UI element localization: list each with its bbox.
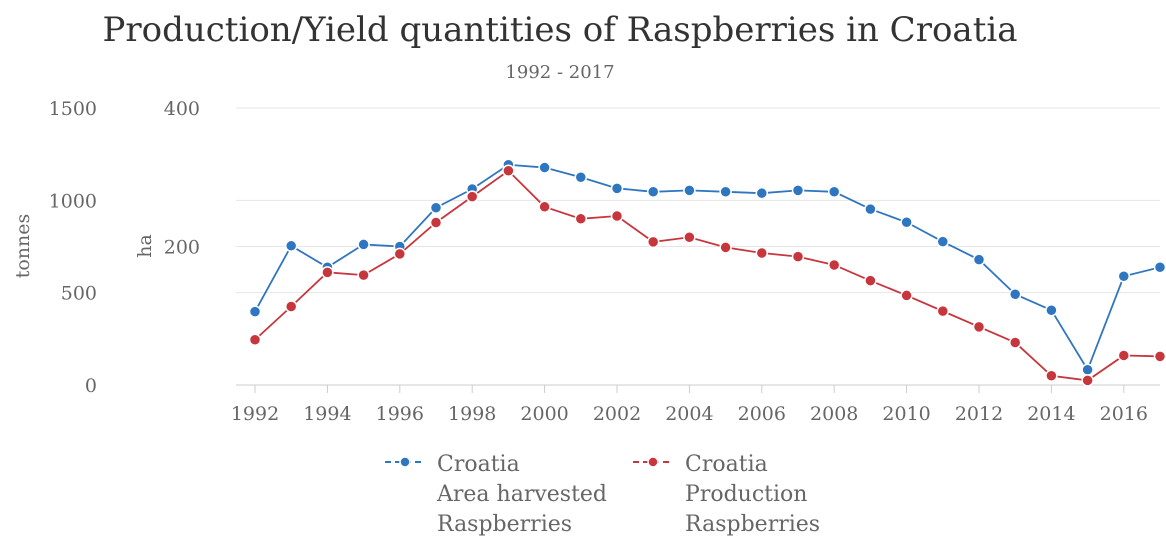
series-point-0-2005 <box>719 185 732 199</box>
series-point-1-1995 <box>357 268 370 282</box>
series-point-0-2000 <box>538 161 551 174</box>
series-point-1-2016 <box>1117 349 1131 362</box>
series-point-1-2000 <box>538 200 551 214</box>
legend-line: Production <box>685 482 808 507</box>
series-point-0-2004 <box>683 184 696 197</box>
series-point-1-2011 <box>936 304 950 318</box>
series-point-0-2012 <box>972 253 986 266</box>
series-point-0-2016 <box>1117 270 1131 283</box>
series-point-1-1992 <box>248 333 262 347</box>
x-axis-ticks: 1992 1994 1996 1998 2000 2002 2004 2006 2008 2010… <box>231 385 1148 425</box>
series-point-0-2011 <box>936 235 950 248</box>
series-point-0-2008 <box>827 185 841 199</box>
series-point-1-1994 <box>321 266 334 279</box>
series-point-1-1996 <box>393 247 407 261</box>
y-ha-tick-label: 400 <box>164 98 200 120</box>
y-left-tick-label: 1500 <box>49 98 97 120</box>
gridlines <box>236 107 1160 386</box>
x-tick-label: 1992 <box>231 403 279 425</box>
series-point-1-2010 <box>900 289 913 302</box>
series-point-0-2001 <box>574 171 588 184</box>
series-point-0-2007 <box>791 184 805 197</box>
series-point-0-2002 <box>610 182 624 195</box>
series-line-0 <box>254 163 1161 372</box>
series-point-0-2009 <box>864 202 877 216</box>
x-tick-label: 2002 <box>593 403 641 425</box>
y-ha-tick-label: 200 <box>164 237 200 259</box>
series-point-0-2015 <box>1081 363 1094 377</box>
series-point-1-2006 <box>755 246 769 260</box>
legend-line: Area harvested <box>437 482 608 507</box>
chart-subtitle: 1992 - 2017 <box>505 62 615 83</box>
legend-line: Croatia <box>437 452 520 477</box>
y-left-tick-label: 1000 <box>49 190 97 212</box>
series-point-0-2017 <box>1153 261 1166 274</box>
series-point-0-2006 <box>755 186 769 200</box>
series-point-1-2012 <box>972 320 986 334</box>
series-point-1-1999 <box>502 164 515 178</box>
series-point-1-2009 <box>864 274 877 287</box>
y-left-tick-label: 0 <box>85 375 97 397</box>
series-point-1-2015 <box>1081 374 1094 387</box>
series-layer <box>248 158 1166 387</box>
x-tick-label: 2010 <box>882 403 930 425</box>
series-point-1-2001 <box>574 212 588 226</box>
series-point-1-1993 <box>284 300 298 313</box>
series-point-0-1995 <box>357 238 370 251</box>
y-axis-ticks: 0 500 1000 1500 200 400 <box>49 98 200 397</box>
legend-item-area-harvested[interactable]: Croatia Area harvested Raspberries <box>385 450 607 540</box>
series-point-1-2017 <box>1153 350 1166 363</box>
series-point-1-2008 <box>827 258 841 272</box>
series-point-0-2013 <box>1008 288 1022 301</box>
series-point-1-2005 <box>719 241 732 254</box>
x-tick-label: 2014 <box>1027 403 1075 425</box>
series-point-1-2007 <box>791 250 805 263</box>
series-point-1-1998 <box>465 190 479 203</box>
legend-label-production: Croatia Production Raspberries <box>685 450 820 540</box>
series-point-1-2004 <box>683 231 696 244</box>
x-tick-label: 2012 <box>955 403 1003 425</box>
x-tick-label: 2004 <box>665 403 713 425</box>
x-tick-label: 1998 <box>448 403 496 425</box>
series-point-0-2003 <box>646 185 660 199</box>
x-tick-label: 2006 <box>738 403 786 425</box>
x-tick-label: 2008 <box>810 403 858 425</box>
legend-swatch-red <box>633 456 674 468</box>
legend-item-production[interactable]: Croatia Production Raspberries <box>633 450 820 540</box>
series-point-0-1993 <box>284 239 298 253</box>
legend-line: Croatia <box>685 452 768 477</box>
y-left-tick-label: 500 <box>61 283 97 305</box>
series-point-1-2003 <box>646 235 660 249</box>
legend: Croatia Area harvested Raspberries Croat… <box>385 450 820 540</box>
chart-title: Production/Yield quantities of Raspberri… <box>102 10 1018 50</box>
x-tick-label: 1996 <box>376 403 424 425</box>
series-line-1 <box>254 169 1161 382</box>
series-point-1-2014 <box>1045 369 1058 383</box>
series-point-0-1997 <box>429 201 443 214</box>
x-tick-label: 2016 <box>1100 403 1148 425</box>
series-point-0-2010 <box>900 216 913 229</box>
y-axis-title-ha: ha <box>134 234 156 258</box>
series-point-0-1992 <box>248 305 262 318</box>
x-tick-label: 2000 <box>520 403 568 425</box>
legend-swatch-blue <box>385 456 425 468</box>
legend-line: Raspberries <box>685 512 821 537</box>
line-chart: 0 500 1000 1500 200 400 1992 1994 1996 1998 2000 2… <box>12 98 1166 425</box>
series-point-1-2002 <box>610 209 624 223</box>
legend-label-area-harvested: Croatia Area harvested Raspberries <box>437 450 607 540</box>
x-tick-label: 1994 <box>303 403 351 425</box>
series-point-1-2013 <box>1008 336 1022 349</box>
series-point-1-1997 <box>429 216 443 229</box>
legend-line: Raspberries <box>437 512 573 537</box>
y-axis-title-tonnes: tonnes <box>12 214 34 279</box>
series-point-0-2014 <box>1045 303 1058 317</box>
